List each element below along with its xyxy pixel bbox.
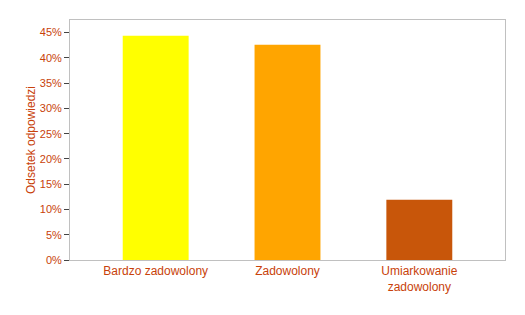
svg-text:20%: 20%	[40, 153, 62, 165]
svg-text:Odsetek odpowiedzi: Odsetek odpowiedzi	[24, 86, 38, 194]
svg-text:35%: 35%	[40, 77, 62, 89]
svg-text:25%: 25%	[40, 128, 62, 140]
svg-text:Zadowolony: Zadowolony	[255, 264, 320, 278]
svg-text:Umiarkowaniezadowolony: Umiarkowaniezadowolony	[381, 264, 457, 294]
svg-text:30%: 30%	[40, 102, 62, 114]
svg-text:Bardzo zadowolony: Bardzo zadowolony	[103, 264, 208, 278]
svg-text:40%: 40%	[40, 52, 62, 64]
svg-text:0%: 0%	[46, 254, 62, 266]
svg-text:5%: 5%	[46, 229, 62, 241]
svg-text:10%: 10%	[40, 203, 62, 215]
svg-text:45%: 45%	[40, 26, 62, 38]
svg-text:15%: 15%	[40, 178, 62, 190]
